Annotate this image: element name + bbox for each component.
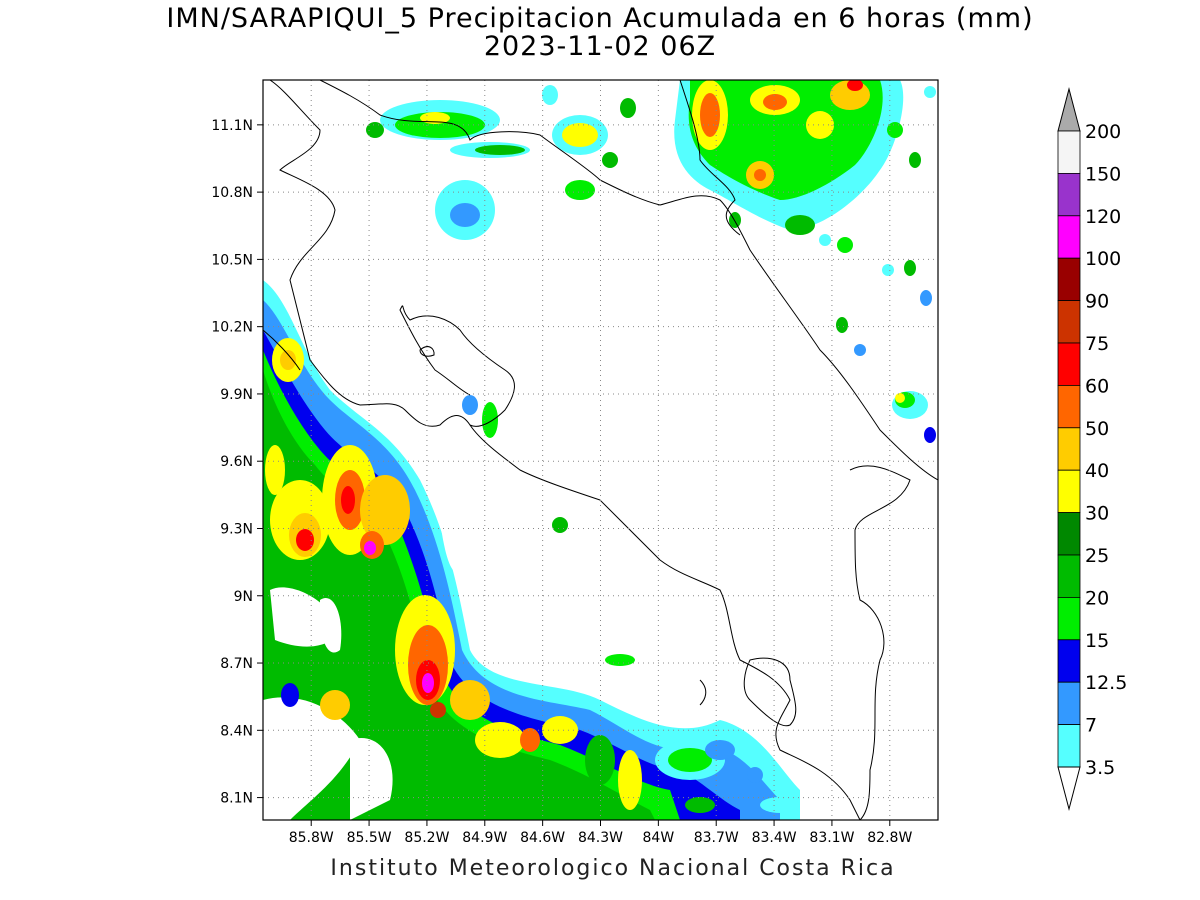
lat-tick-label: 10.5N (211, 252, 253, 268)
precipitation-field (263, 80, 936, 820)
colorbar-swatch (1057, 512, 1081, 556)
colorbar-swatch (1057, 427, 1081, 471)
lon-tick-label: 84.6W (520, 830, 565, 846)
lat-tick-label: 10.8N (211, 185, 253, 201)
precipitation-colorbar: 3.5 7 12.5 15 20 25 30 40 50 60 75 90 100 120 150 200 (1057, 87, 1127, 811)
rain-gaps (263, 470, 466, 820)
colorbar-swatch (1057, 469, 1081, 514)
colorbar-label: 200 (1085, 121, 1121, 143)
colorbar-swatch (1057, 554, 1081, 598)
lon-tick-label: 84.9W (462, 830, 507, 846)
colorbar-swatch (1057, 130, 1081, 174)
lon-tick-label: 83.1W (809, 830, 854, 846)
map-datetime: 2023-11-02 06Z (483, 31, 717, 62)
map-title: IMN/SARAPIQUI_5 Precipitacion Acumulada … (166, 3, 1034, 34)
credit-line: Instituto Meteorologico Nacional Costa R… (330, 856, 896, 881)
lon-tick-label: 84W (643, 830, 675, 846)
colorbar-label: 12.5 (1085, 672, 1127, 694)
colorbar-label: 75 (1085, 333, 1109, 355)
colorbar-label: 40 (1085, 460, 1109, 482)
lon-tick-label: 83.4W (752, 830, 797, 846)
lon-tick-label: 83.7W (694, 830, 739, 846)
colorbar-label: 15 (1085, 630, 1109, 652)
colorbar-swatch (1057, 172, 1081, 217)
lon-tick-label: 85.2W (404, 830, 449, 846)
rain-cores-west (265, 338, 642, 810)
colorbar-swatch (1057, 215, 1081, 259)
lat-tick-label: 9.3N (220, 521, 253, 537)
colorbar-label: 7 (1085, 715, 1097, 737)
rain-cells-north (366, 85, 636, 240)
rain-area-west (263, 280, 800, 820)
colorbar-label: 100 (1085, 248, 1121, 270)
colorbar-swatch (1057, 681, 1081, 726)
colorbar-max-arrow (1057, 87, 1081, 132)
rain-cells-northeast (674, 80, 936, 443)
colorbar-swatch (1057, 300, 1081, 344)
colorbar-swatch (1057, 384, 1081, 429)
lat-tick-label: 10.2N (211, 320, 253, 336)
colorbar-swatch (1057, 724, 1081, 768)
colorbar-label: 90 (1085, 291, 1109, 313)
lat-tick-label: 8.1N (220, 791, 253, 807)
lon-tick-label: 85.8W (289, 830, 334, 846)
longitude-axis: 85.8W 85.5W 85.2W 84.9W 84.6W 84.3W 84W 83.7W 83… (289, 820, 912, 846)
colorbar-min-arrow (1057, 766, 1081, 811)
latitude-axis: 11.1N 10.8N 10.5N 10.2N 9.9N 9.6N 9.3N 9N 8.7N 8.… (211, 118, 263, 807)
coastlines (263, 80, 938, 820)
colorbar-label: 30 (1085, 503, 1109, 525)
colorbar-label: 50 (1085, 418, 1109, 440)
colorbar-label: 120 (1085, 206, 1121, 228)
lat-tick-label: 9.6N (220, 454, 253, 470)
colorbar-swatch (1057, 257, 1081, 302)
lat-tick-label: 11.1N (211, 118, 253, 134)
lon-tick-label: 82.8W (867, 830, 912, 846)
colorbar-swatch (1057, 639, 1081, 683)
lat-tick-label: 9.9N (220, 387, 253, 403)
lat-tick-label: 8.4N (220, 723, 253, 739)
colorbar-label: 25 (1085, 545, 1109, 567)
colorbar-swatch (1057, 342, 1081, 386)
lon-tick-label: 84.3W (578, 830, 623, 846)
gridlines (263, 80, 938, 820)
colorbar-label: 20 (1085, 587, 1109, 609)
lat-tick-label: 9N (234, 589, 253, 605)
rain-cells-southeast (462, 395, 800, 813)
colorbar-label: 3.5 (1085, 757, 1115, 779)
colorbar-label: 60 (1085, 375, 1109, 397)
colorbar-label: 150 (1085, 163, 1121, 185)
lon-tick-label: 85.5W (347, 830, 392, 846)
lat-tick-label: 8.7N (220, 656, 253, 672)
colorbar-swatch (1057, 597, 1081, 641)
